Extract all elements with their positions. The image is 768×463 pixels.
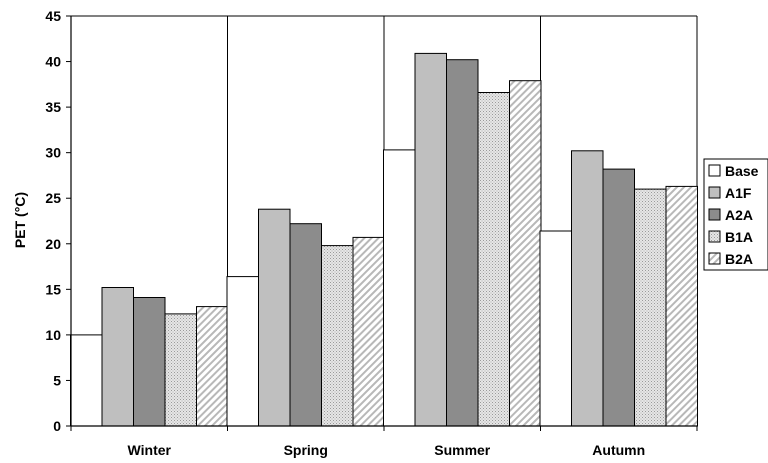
legend-label-base: Base bbox=[725, 163, 759, 179]
legend-swatch-b2a bbox=[708, 252, 721, 265]
y-tick-label: 0 bbox=[53, 418, 61, 434]
bar-a2a-spring bbox=[289, 223, 322, 427]
x-category-label: Spring bbox=[284, 442, 328, 458]
x-category-labels: Winter Spring Summer Autumn bbox=[128, 442, 646, 458]
bar-b1a-summer bbox=[477, 92, 510, 427]
bar-base-autumn bbox=[539, 230, 572, 427]
y-tick-label: 15 bbox=[45, 281, 61, 297]
bar-a2a-autumn bbox=[602, 168, 635, 427]
bar-b2a-winter bbox=[196, 306, 229, 427]
bar-b1a-winter bbox=[164, 313, 197, 427]
bar-base-spring bbox=[226, 276, 259, 427]
bar-base-summer bbox=[383, 149, 416, 427]
y-tick-label: 5 bbox=[53, 372, 61, 388]
legend-swatch-a1f bbox=[708, 186, 721, 199]
bar-b2a-autumn bbox=[665, 185, 698, 427]
y-tick-label: 30 bbox=[45, 145, 61, 161]
bar-a2a-winter bbox=[133, 297, 166, 427]
legend-swatch-base bbox=[708, 164, 721, 177]
y-axis-label: PET (°C) bbox=[12, 192, 28, 248]
bar-b1a-spring bbox=[321, 245, 354, 427]
legend-label-a1f: A1F bbox=[725, 185, 752, 201]
y-tick-label: 35 bbox=[45, 99, 61, 115]
bar-b2a-spring bbox=[352, 236, 385, 427]
x-category-label: Summer bbox=[434, 442, 491, 458]
x-category-label: Winter bbox=[128, 442, 172, 458]
bar-a1f-winter bbox=[101, 287, 134, 427]
legend-label-a2a: A2A bbox=[725, 207, 753, 223]
legend-label-b2a: B2A bbox=[725, 251, 753, 267]
legend-swatch-b1a bbox=[708, 230, 721, 243]
bar-b2a-summer bbox=[509, 80, 542, 427]
bar-a2a-summer bbox=[446, 59, 479, 427]
y-tick-label: 40 bbox=[45, 54, 61, 70]
axes bbox=[66, 15, 698, 431]
legend-label-b1a: B1A bbox=[725, 229, 753, 245]
bar-b1a-autumn bbox=[634, 188, 667, 427]
y-tick-labels: 0 5 10 15 20 25 30 35 40 45 bbox=[45, 8, 61, 434]
bar-a1f-autumn bbox=[571, 150, 604, 427]
y-tick-label: 20 bbox=[45, 236, 61, 252]
bar-a1f-summer bbox=[414, 52, 447, 427]
bars bbox=[70, 52, 698, 427]
y-tick-label: 10 bbox=[45, 327, 61, 343]
bar-base-winter bbox=[70, 334, 103, 427]
y-tick-label: 45 bbox=[45, 8, 61, 24]
bar-a1f-spring bbox=[258, 208, 291, 427]
x-category-label: Autumn bbox=[592, 442, 645, 458]
y-tick-label: 25 bbox=[45, 190, 61, 206]
legend-swatch-a2a bbox=[708, 208, 721, 221]
legend: Base A1F A2A B1A B2A bbox=[703, 158, 768, 271]
